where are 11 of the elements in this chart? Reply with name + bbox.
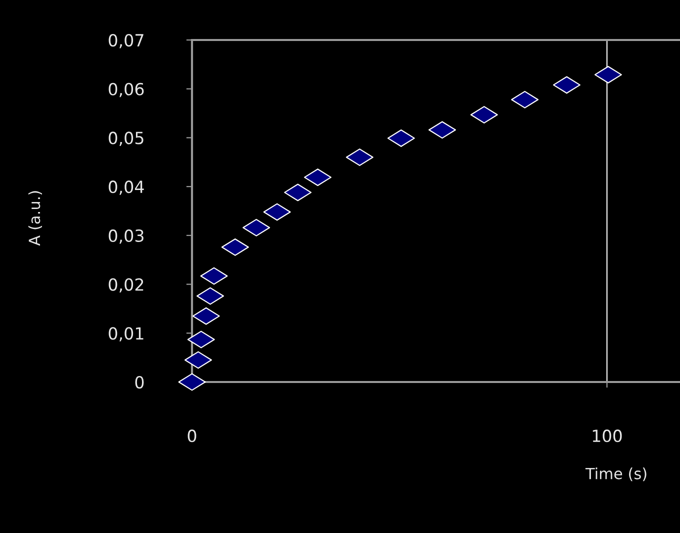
y-tick-label: 0,05 xyxy=(108,132,144,146)
y-tick-label: 0,02 xyxy=(108,278,144,293)
y-axis-title: A (a.u.) xyxy=(28,191,42,246)
y-tick-label: 0,04 xyxy=(108,180,144,195)
y-tick-label: 0,01 xyxy=(108,327,144,342)
y-tick-label: 0,06 xyxy=(108,82,144,98)
y-tick-label: 0 xyxy=(135,376,144,389)
x-tick-label: 100 xyxy=(592,430,622,442)
y-tick-label: 0,07 xyxy=(108,34,144,48)
x-axis-title: Time (s) xyxy=(585,468,646,482)
y-tick-label: 0,03 xyxy=(108,229,144,244)
